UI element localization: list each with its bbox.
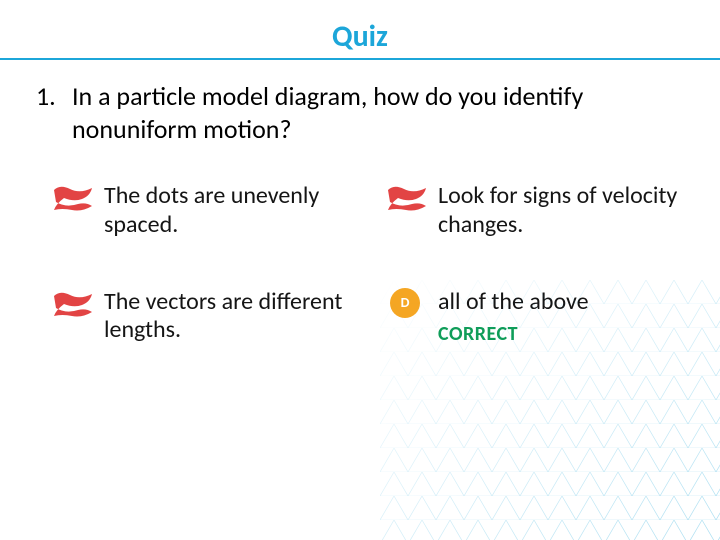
title-underline — [0, 58, 720, 60]
answer-b-bullet-wrap: B — [386, 182, 428, 216]
question-text: In a particle model diagram, how do you … — [72, 80, 680, 145]
cross-out-icon — [52, 184, 94, 212]
answer-c-bullet-wrap: C — [52, 288, 94, 322]
answer-b[interactable]: B Look for signs of velocity changes. — [386, 182, 680, 240]
answer-b-text: Look for signs of velocity changes. — [438, 182, 680, 240]
question-number: 1. — [36, 80, 72, 145]
answers-row-2: C The vectors are different lengths. D a… — [52, 288, 680, 347]
cross-out-icon — [52, 290, 94, 318]
answer-d-bullet-wrap: D — [386, 288, 428, 322]
answer-d-body: all of the above CORRECT — [438, 288, 589, 347]
answers-grid: A The dots are unevenly spaced. B Look f… — [52, 182, 680, 394]
cross-out-icon — [386, 184, 428, 212]
slide-title: Quiz — [332, 18, 388, 55]
answer-c[interactable]: C The vectors are different lengths. — [52, 288, 346, 347]
answer-c-text: The vectors are different lengths. — [104, 288, 346, 346]
answer-d-bullet: D — [390, 288, 420, 318]
answer-d-text: all of the above — [438, 288, 589, 317]
answer-a-bullet-wrap: A — [52, 182, 94, 216]
answer-a-text: The dots are unevenly spaced. — [104, 182, 346, 240]
answers-row-1: A The dots are unevenly spaced. B Look f… — [52, 182, 680, 240]
answer-a[interactable]: A The dots are unevenly spaced. — [52, 182, 346, 240]
title-wrap: Quiz — [0, 0, 720, 55]
quiz-slide: Quiz 1. In a particle model diagram, how… — [0, 0, 720, 540]
question: 1. In a particle model diagram, how do y… — [36, 80, 680, 145]
correct-label: CORRECT — [438, 322, 589, 346]
answer-d[interactable]: D all of the above CORRECT — [386, 288, 680, 347]
